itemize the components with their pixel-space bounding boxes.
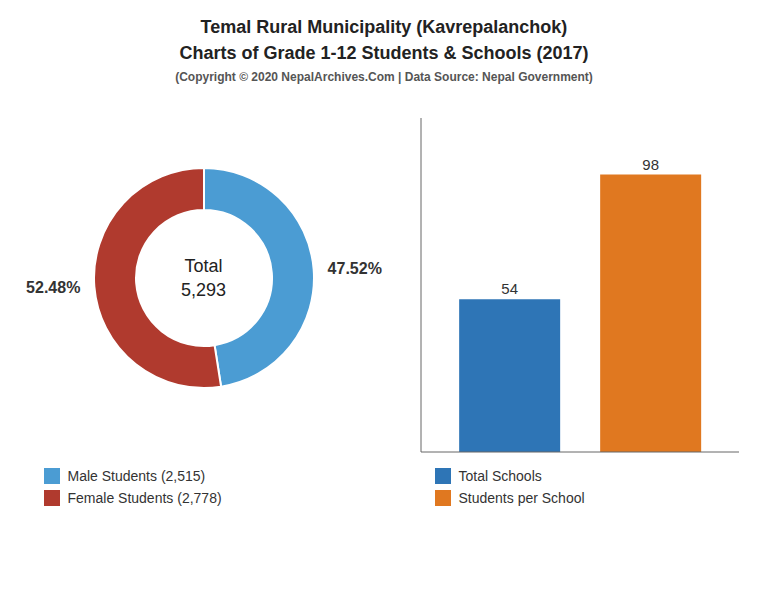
svg-text:52.48%: 52.48% [26, 279, 80, 296]
html-text:5,293: 5,293 [181, 280, 226, 300]
svg-text:98: 98 [642, 156, 659, 173]
svg-text:47.52%: 47.52% [327, 260, 381, 277]
html-text:Male Students (2,515): Male Students (2,515) [67, 468, 206, 484]
html-text:Total: Total [184, 256, 223, 276]
html-text:Total Schools: Total Schools [458, 468, 542, 484]
html-text:Temal Rural Municipality (Kavr: Temal Rural Municipality (Kavrepalanchok… [200, 17, 568, 37]
html-text:Female Students (2,778): Female Students (2,778) [67, 490, 222, 506]
svg-text:54: 54 [501, 280, 518, 297]
html-text:Charts of Grade 1-12 Students: Charts of Grade 1-12 Students & Schools … [179, 43, 589, 63]
html-text:Students per School: Students per School [458, 490, 585, 506]
html-text:(Copyright © 2020 NepalArchive: (Copyright © 2020 NepalArchives.Com | Da… [175, 70, 593, 84]
